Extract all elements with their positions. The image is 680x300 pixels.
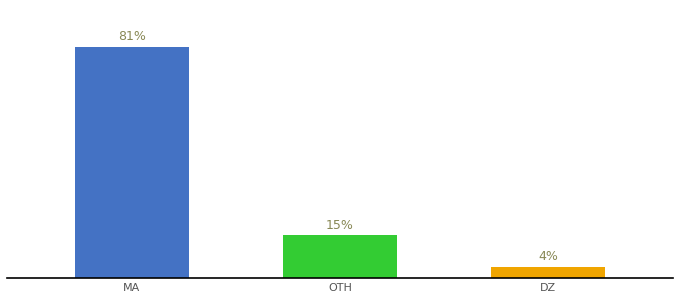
Bar	[491, 267, 605, 278]
Text: 4%: 4%	[539, 250, 558, 263]
Bar	[283, 236, 397, 278]
Bar	[75, 47, 189, 278]
Text: 81%: 81%	[118, 31, 146, 44]
Text: 15%: 15%	[326, 219, 354, 232]
